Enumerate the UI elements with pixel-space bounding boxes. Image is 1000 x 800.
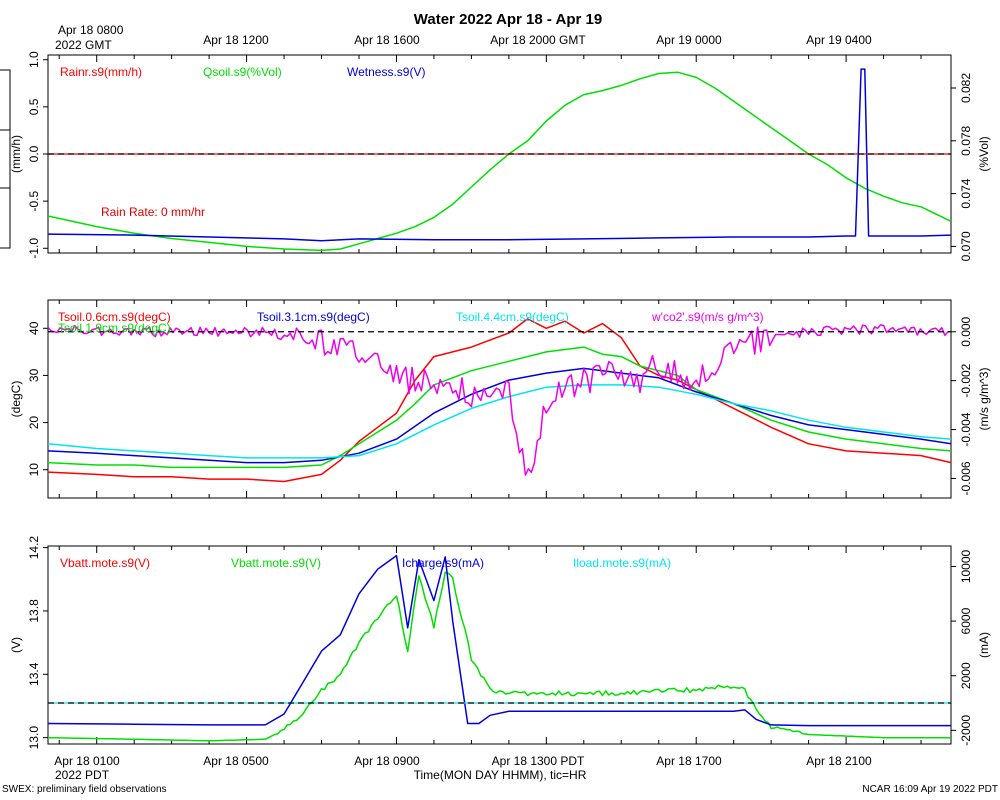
y-axis-label-right: (m/s g/m^3) [977, 368, 991, 431]
y-tick-label-right: 0.074 [959, 178, 973, 208]
legend-icharge: Icharge.s9(mA) [402, 556, 484, 570]
y-tick-label-left: 40 [27, 321, 41, 335]
series-line-Icharge.s9(mA) [47, 554, 951, 727]
y-tick-label-left: 13.4 [27, 662, 41, 686]
series-line-w'co2'.s9(m/s g/m^3) [47, 324, 951, 476]
panel-frame [47, 299, 952, 499]
series-line-Wetness.s9(V) [47, 68, 952, 242]
y-tick-label-left: 13.8 [27, 599, 41, 623]
panel-soil-temperature: 10 20 30 40 0.000 -0.002 -0.004 -0.006 Tsoil.0.… [9, 299, 991, 499]
y-tick-label-right: -0.004 [959, 412, 973, 446]
legend-rainr: Rainr.s9(mm/h) [60, 65, 142, 79]
series-line-Tsoil.3.1cm.s9(degC) [47, 367, 952, 464]
legend-wetness: Wetness.s9(V) [347, 65, 425, 79]
gmt-tick-label: Apr 18 1600 [354, 33, 420, 47]
data-lines [47, 68, 952, 252]
series-line-Vbatt.mote.s9(V) [48, 571, 951, 742]
legend-vbatt-red: Vbatt.mote.s9(V) [60, 556, 150, 570]
y-tick-label-left: 1.0 [27, 51, 41, 68]
legend-tsoil-3-1: Tsoil.3.1cm.s9(degC) [257, 310, 370, 324]
rain-rate-annotation: Rain Rate: 0 mm/hr [101, 205, 205, 219]
pdt-tick-label: Apr 18 0500 [203, 754, 269, 768]
y-tick-label-right: 2000 [959, 662, 973, 689]
y-axis-label-left: (V) [9, 637, 23, 653]
y-tick-label-left: 10 [27, 463, 41, 477]
y-tick-label-right: 6000 [959, 607, 973, 634]
legend-wco2: w'co2'.s9(m/s g/m^3) [651, 310, 764, 324]
data-lines [47, 554, 951, 742]
legend-tsoil-1-9: Tsoil.1.9cm.s9(degC) [58, 321, 171, 335]
tick-marks: 1.0 0.5 0.0 -0.5 -1.0 0.070 0.074 0.078 0.082 [27, 51, 973, 261]
left-edge-bracket [0, 69, 11, 249]
pdt-tick-label: Apr 18 0900 [354, 754, 420, 768]
series-line-Tsoil.1.9cm.s9(degC) [47, 346, 952, 469]
pdt-tick-label: Apr 18 1700 [656, 754, 722, 768]
gmt-tick-label: Apr 19 0400 [806, 33, 872, 47]
gmt-tick-label: Apr 19 0000 [656, 33, 722, 47]
tick-marks: 13.0 13.4 13.8 14.2 -2000 2000 6000 10000 [27, 536, 973, 750]
y-tick-label-left: 20 [27, 416, 41, 430]
pdt-tick-label: Apr 18 2100 [806, 754, 872, 768]
y-tick-label-right: 0.000 [959, 316, 973, 346]
y-axis-label-right: (mA) [977, 632, 991, 658]
pdt-first-label-line2: 2022 PDT [55, 768, 110, 782]
legend-qsoil: Qsoil.s9(%Vol) [203, 65, 282, 79]
y-tick-label-left: -0.5 [27, 190, 41, 211]
legend-tsoil-0-6: Tsoil.0.6cm.s9(degC) [58, 310, 171, 324]
y-tick-label-left: 13.0 [27, 726, 41, 750]
data-lines [47, 318, 952, 483]
y-tick-label-right: -0.006 [959, 461, 973, 495]
panel-battery-current: 13.0 13.4 13.8 14.2 -2000 2000 6000 10000 Vbatt… [9, 536, 991, 750]
chart-title: Water 2022 Apr 18 - Apr 19 [414, 11, 602, 28]
gmt-first-label-line2: 2022 GMT [55, 38, 112, 52]
pdt-tick-label: Apr 18 0100 [54, 754, 120, 768]
y-tick-label-left: 0.0 [27, 145, 41, 162]
gmt-first-label-line1: Apr 18 0800 [58, 23, 124, 37]
gmt-tick-label: Apr 18 1200 [203, 33, 269, 47]
series-line-Qsoil.s9(%Vol) [47, 71, 952, 252]
series-line-Tsoil.0.6cm.s9(degC) [47, 318, 952, 483]
y-tick-label-left: -1.0 [27, 238, 41, 259]
y-tick-label-left: 14.2 [27, 536, 41, 560]
y-tick-label-left: 0.5 [27, 98, 41, 115]
y-tick-label-right: -0.002 [959, 363, 973, 397]
gmt-tick-label: Apr 18 2000 GMT [490, 33, 586, 47]
y-tick-label-right: -2000 [959, 715, 973, 746]
y-tick-label-left: 30 [27, 368, 41, 382]
y-tick-label-right: 10000 [959, 549, 973, 583]
y-axis-label-left: (mm/h) [9, 135, 23, 173]
y-tick-label-right: 0.070 [959, 231, 973, 261]
panel-frame [47, 545, 952, 745]
tick-marks: 10 20 30 40 0.000 -0.002 -0.004 -0.006 [27, 300, 973, 498]
legend-iload: Iload.mote.s9(mA) [573, 556, 671, 570]
footer-left: SWEX: preliminary field observations [2, 784, 167, 795]
pdt-tick-label: Apr 18 1300 PDT [492, 754, 585, 768]
legend-tsoil-4-4: Tsoil.4.4cm.s9(degC) [456, 310, 569, 324]
footer-right: NCAR 16:09 Apr 19 2022 PDT [862, 784, 998, 795]
legend-vbatt-green: Vbatt.mote.s9(V) [231, 556, 321, 570]
x-axis-label: Time(MON DAY HHMM), tic=HR [414, 768, 587, 782]
y-axis-label-right: (%Vol) [977, 136, 991, 171]
panel-rain-soil-moisture: 1.0 0.5 0.0 -0.5 -1.0 0.070 0.074 0.078 0.082 Ra… [9, 51, 991, 261]
y-tick-label-right: 0.078 [959, 125, 973, 155]
series-line-Tsoil.4.4cm.s9(degC) [47, 384, 952, 459]
y-tick-label-right: 0.082 [959, 73, 973, 103]
y-axis-label-left: (degC) [9, 381, 23, 418]
